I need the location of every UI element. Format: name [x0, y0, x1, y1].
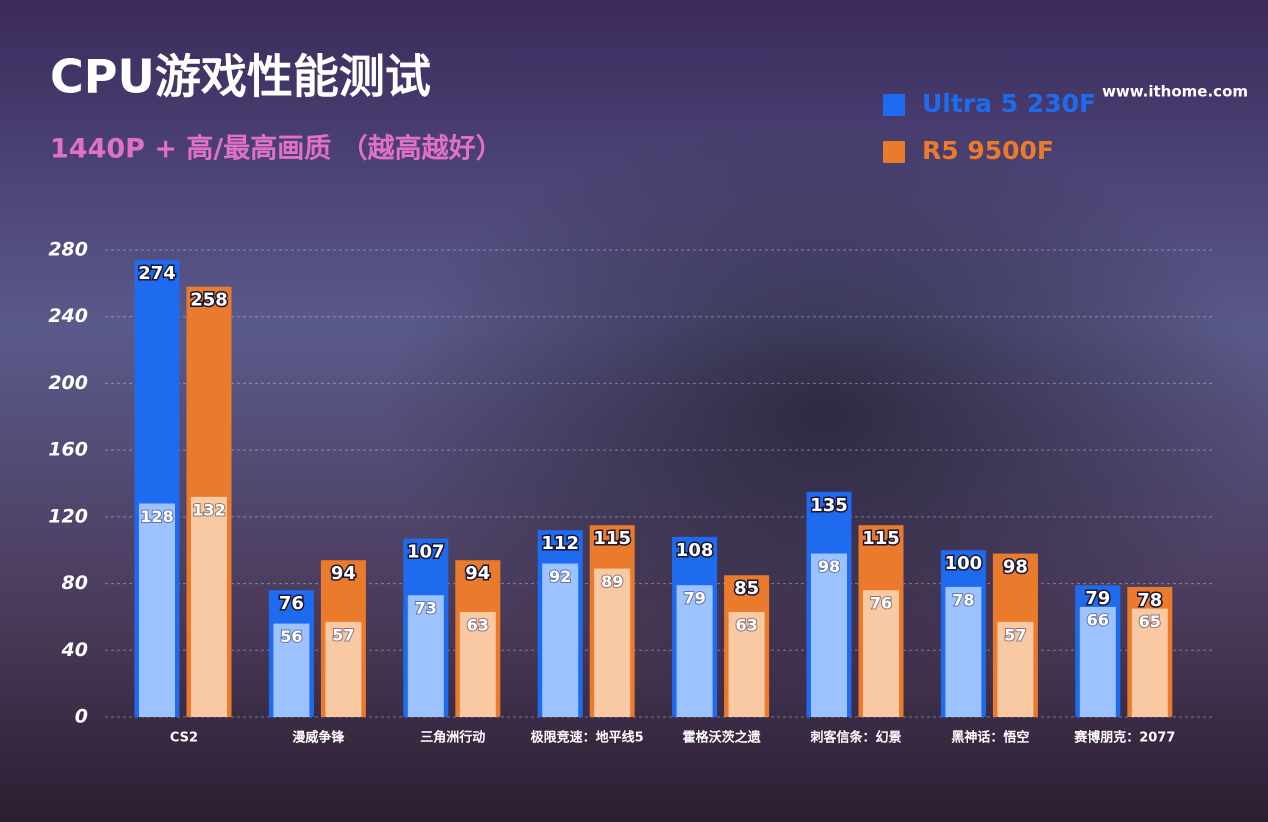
low-bar	[676, 585, 713, 717]
low-value-label: 132	[192, 500, 225, 519]
value-label: 112	[541, 533, 579, 554]
low-value-label: 56	[280, 627, 302, 646]
value-label: 258	[190, 290, 228, 311]
x-tick-label: 漫威争锋	[292, 730, 345, 746]
low-value-label: 92	[549, 567, 571, 586]
x-tick-label: CS2	[170, 731, 198, 746]
low-bar	[1079, 606, 1116, 717]
value-label: 107	[407, 542, 445, 563]
low-bar	[811, 553, 847, 717]
x-tick-label: 赛博朋克：2077	[1073, 730, 1175, 746]
value-label: 108	[676, 540, 714, 561]
chart-subtitle: 1440P + 高/最高画质 （越高越好）	[50, 133, 503, 165]
low-bar	[407, 595, 444, 717]
low-bar	[1131, 608, 1168, 717]
y-tick-label: 80	[62, 572, 88, 594]
x-tick-label: 黑神话：悟空	[951, 730, 1029, 746]
y-tick-label: 240	[48, 305, 88, 327]
low-value-label: 66	[1087, 610, 1109, 629]
value-label: 98	[1003, 557, 1028, 578]
value-label: 85	[734, 578, 759, 599]
y-tick-label: 0	[75, 706, 88, 728]
value-label: 100	[945, 553, 983, 574]
x-tick-label: 霍格沃茨之遗	[683, 730, 762, 746]
low-bar	[863, 590, 899, 717]
y-tick-label: 280	[48, 239, 88, 261]
low-bar	[594, 568, 631, 717]
low-value-label: 63	[735, 615, 757, 634]
low-value-label: 78	[952, 590, 974, 609]
low-value-label: 89	[601, 572, 623, 591]
low-bar	[191, 496, 227, 717]
legend-swatch	[883, 94, 905, 116]
low-value-label: 79	[683, 589, 705, 608]
low-value-label: 63	[467, 615, 489, 634]
legend-label: R5 9500F	[922, 136, 1054, 165]
low-value-label: 57	[1004, 625, 1026, 644]
y-tick-label: 120	[48, 505, 88, 527]
low-bar	[273, 623, 310, 717]
low-bar	[728, 611, 765, 717]
low-value-label: 128	[140, 507, 173, 526]
x-tick-label: 极限竞速：地平线5	[531, 730, 644, 746]
low-value-label: 76	[870, 594, 892, 613]
low-bar	[325, 621, 362, 717]
low-bar	[997, 621, 1034, 717]
value-label: 94	[331, 563, 356, 584]
value-label: 274	[138, 263, 176, 284]
x-tick-label: 三角洲行动	[420, 730, 485, 746]
legend-swatch	[883, 141, 905, 163]
legend-label: Ultra 5 230F	[922, 89, 1096, 118]
value-label: 135	[810, 495, 848, 516]
low-bar	[542, 563, 579, 717]
value-label: 115	[862, 528, 900, 549]
value-label: 76	[279, 593, 304, 614]
watermark: www.ithome.com	[1102, 83, 1248, 101]
y-tick-label: 160	[48, 439, 88, 461]
low-value-label: 57	[332, 625, 354, 644]
value-label: 78	[1137, 590, 1162, 611]
y-tick-label: 40	[61, 639, 88, 661]
low-value-label: 65	[1139, 612, 1161, 631]
x-tick-label: 刺客信条：幻景	[810, 730, 901, 746]
value-label: 115	[593, 528, 631, 549]
low-value-label: 73	[415, 599, 437, 618]
value-label: 79	[1085, 588, 1110, 609]
low-bar	[139, 503, 175, 717]
low-value-label: 98	[818, 557, 840, 576]
y-tick-label: 200	[48, 372, 88, 394]
low-bar	[945, 586, 982, 717]
low-bar	[459, 611, 496, 717]
chart-title: CPU游戏性能测试	[50, 50, 431, 104]
value-label: 94	[465, 563, 490, 584]
